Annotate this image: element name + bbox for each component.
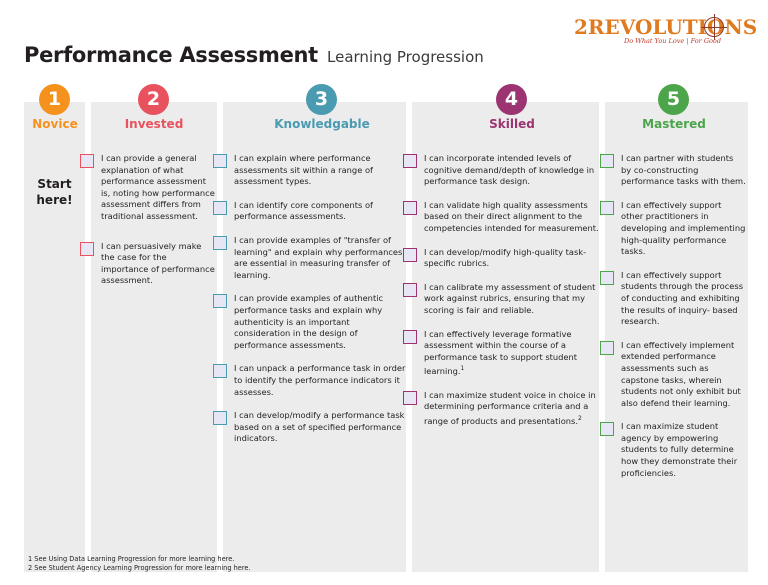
list-item: I can provide examples of authentic perf… xyxy=(213,293,406,351)
logo-wordmark: 2REVOLUTIONS xyxy=(574,15,758,39)
list-item: I can effectively support students throu… xyxy=(600,270,746,328)
footnotes: 1 See Using Data Learning Progression fo… xyxy=(28,555,251,573)
checkbox[interactable] xyxy=(403,154,417,168)
item-text: I can validate high quality assessments … xyxy=(424,199,599,233)
mastered-list: I can partner with students by co-constr… xyxy=(600,153,746,492)
brand-logo: 2REVOLUTIONS Do What You Love | For Good xyxy=(574,14,757,51)
invested-list: I can provide a general explanation of w… xyxy=(80,153,216,300)
checkbox[interactable] xyxy=(600,154,614,168)
footnote-2: 2 See Student Agency Learning Progressio… xyxy=(28,564,251,572)
list-item: I can partner with students by co-constr… xyxy=(600,153,746,188)
level-1-label: Novice xyxy=(32,117,78,131)
item-text: I can provide a general explanation of w… xyxy=(101,153,215,221)
list-item: I can develop/modify high-quality task-s… xyxy=(403,247,599,270)
list-item: I can provide a general explanation of w… xyxy=(80,153,216,223)
column-skilled xyxy=(412,102,599,572)
item-text: I can identify core components of perfor… xyxy=(234,199,373,222)
start-here-line1: Start xyxy=(37,177,72,191)
item-text: I can maximize student agency by empower… xyxy=(621,421,738,478)
checkbox[interactable] xyxy=(600,200,614,215)
column-knowledgable xyxy=(223,102,406,572)
item-text: I can effectively support students throu… xyxy=(621,269,744,327)
list-item: I can persuasively make the case for the… xyxy=(80,241,216,287)
list-item: I can unpack a performance task in order… xyxy=(213,363,406,398)
checkbox[interactable] xyxy=(213,235,227,250)
checkbox[interactable] xyxy=(403,247,417,262)
list-item: I can develop/modify a performance task … xyxy=(213,410,406,445)
level-4-badge: 4 xyxy=(496,84,527,115)
crosshair-icon xyxy=(701,14,727,40)
logo-tagline: Do What You Love | For Good xyxy=(624,37,721,45)
checkbox[interactable] xyxy=(213,200,227,215)
item-text: I can explain where performance assessme… xyxy=(234,153,373,187)
checkbox[interactable] xyxy=(403,390,417,405)
list-item: I can incorporate intended levels of cog… xyxy=(403,153,599,188)
checkbox[interactable] xyxy=(80,154,94,168)
footnote-ref-1: 1 xyxy=(460,365,465,373)
list-item: I can validate high quality assessments … xyxy=(403,200,599,235)
item-text: I can incorporate intended levels of cog… xyxy=(424,153,595,187)
level-3-label: Knowledgable xyxy=(274,117,370,131)
checkbox[interactable] xyxy=(600,422,614,437)
list-item: I can maximize student agency by empower… xyxy=(600,421,746,479)
level-1-badge: 1 xyxy=(39,84,70,115)
item-text: I can provide examples of "transfer of l… xyxy=(234,234,403,280)
checkbox[interactable] xyxy=(213,294,227,309)
list-item: I can explain where performance assessme… xyxy=(213,153,406,188)
item-text: I can effectively leverage formative ass… xyxy=(424,328,578,377)
start-here-callout: Start here! xyxy=(27,176,82,208)
page-subtitle: Learning Progression xyxy=(327,48,484,66)
item-text: I can maximize student voice in choice i… xyxy=(424,389,596,426)
checkbox[interactable] xyxy=(600,270,614,285)
checkbox[interactable] xyxy=(403,329,417,344)
list-item: I can identify core components of perfor… xyxy=(213,200,406,223)
list-item: I can effectively support other practiti… xyxy=(600,200,746,258)
checkbox[interactable] xyxy=(213,154,227,168)
checkbox[interactable] xyxy=(403,282,417,297)
level-4-label: Skilled xyxy=(489,117,535,131)
start-here-line2: here! xyxy=(36,193,73,207)
page-title: Performance Assessment xyxy=(24,43,318,67)
item-text: I can develop/modify high-quality task-s… xyxy=(424,246,587,269)
checkbox[interactable] xyxy=(80,241,94,256)
item-text: I can develop/modify a performance task … xyxy=(234,410,405,444)
level-2-badge: 2 xyxy=(138,84,169,115)
column-invested xyxy=(91,102,217,572)
level-5-badge: 5 xyxy=(658,84,689,115)
item-text: I can provide examples of authentic perf… xyxy=(234,293,384,350)
list-item: I can calibrate my assessment of student… xyxy=(403,282,599,317)
item-text: I can unpack a performance task in order… xyxy=(234,363,406,397)
list-item: I can provide examples of "transfer of l… xyxy=(213,235,406,281)
list-item: I can effectively implement extended per… xyxy=(600,340,746,410)
skilled-list: I can incorporate intended levels of cog… xyxy=(403,153,599,440)
footnote-ref-2: 2 xyxy=(578,414,582,422)
checkbox[interactable] xyxy=(600,340,614,355)
item-text: I can calibrate my assessment of student… xyxy=(424,281,596,315)
list-item: I can maximize student voice in choice i… xyxy=(403,390,599,428)
knowledgable-list: I can explain where performance assessme… xyxy=(213,153,406,458)
checkbox[interactable] xyxy=(213,364,227,379)
item-text: I can partner with students by co-constr… xyxy=(621,153,746,187)
item-text: I can persuasively make the case for the… xyxy=(101,240,215,286)
column-mastered xyxy=(605,102,748,572)
page-title-row: Performance Assessment Learning Progress… xyxy=(24,43,484,67)
item-text: I can effectively support other practiti… xyxy=(621,199,746,257)
footnote-1: 1 See Using Data Learning Progression fo… xyxy=(28,555,235,563)
level-5-label: Mastered xyxy=(642,117,706,131)
column-novice xyxy=(24,102,85,572)
level-2-label: Invested xyxy=(124,117,184,131)
checkbox[interactable] xyxy=(403,200,417,215)
list-item: I can effectively leverage formative ass… xyxy=(403,329,599,378)
checkbox[interactable] xyxy=(213,411,227,426)
item-text: I can effectively implement extended per… xyxy=(621,339,741,408)
level-3-badge: 3 xyxy=(306,84,337,115)
